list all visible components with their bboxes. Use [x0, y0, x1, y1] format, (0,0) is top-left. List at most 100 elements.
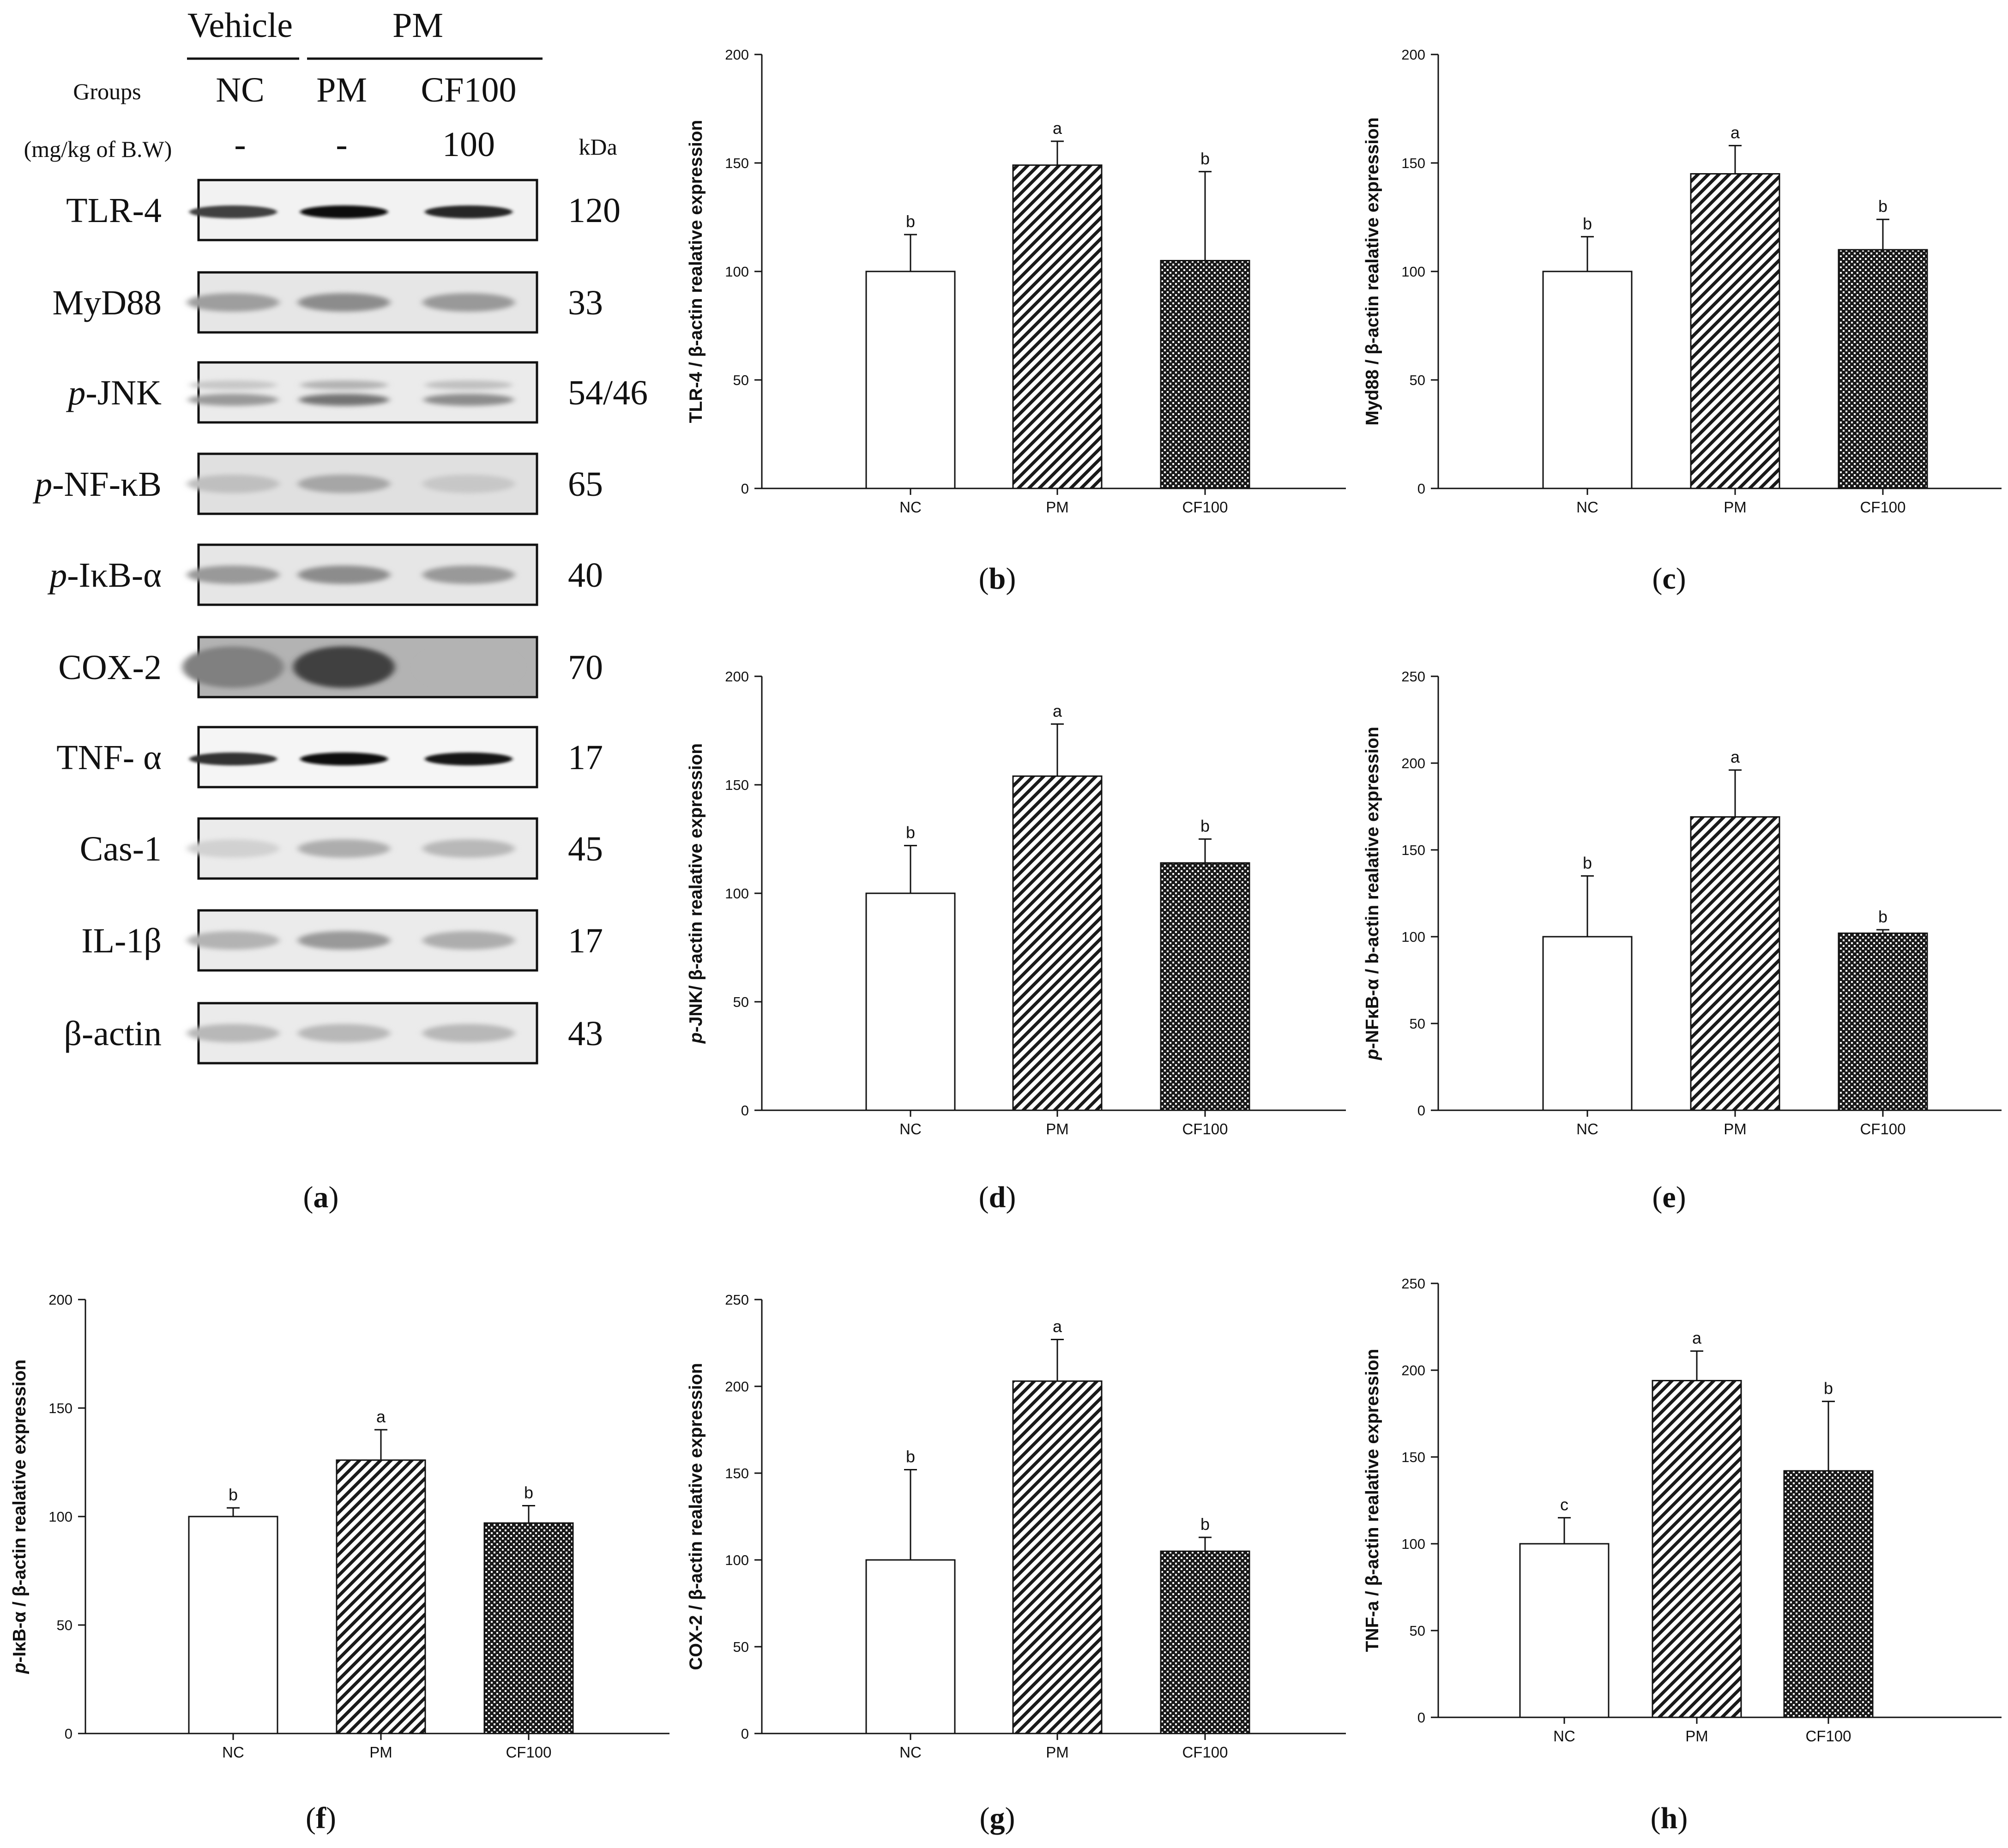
panel-label-e-letter: e: [1662, 1180, 1676, 1214]
lane-name-nc: NC: [216, 71, 265, 109]
y-tick-label: 150: [1401, 155, 1425, 171]
blot-band: [298, 1024, 390, 1042]
y-tick-label: 150: [1401, 1449, 1425, 1465]
blot-band-lower: [188, 394, 278, 406]
x-category-label-cf100: CF100: [1182, 499, 1228, 516]
protein-label-name: COX-2: [58, 648, 162, 687]
bar-nc: [865, 892, 956, 1111]
y-tick-label: 50: [733, 994, 749, 1010]
bar-pm: [1690, 173, 1780, 489]
x-category-label-nc: NC: [899, 499, 922, 516]
blot-row-tlr-4: TLR-4 120: [66, 179, 621, 241]
protein-label: p-JNK: [66, 373, 162, 412]
significance-letter-pm: a: [1053, 701, 1062, 720]
y-axis-title-prefix: p: [686, 1032, 706, 1044]
y-tick-label: 0: [741, 1102, 749, 1119]
y-tick-label: 150: [725, 155, 749, 171]
kda-value: 17: [568, 738, 603, 777]
lane-name-pm: PM: [316, 71, 367, 109]
y-tick-label: 200: [725, 1378, 749, 1395]
x-category-label-nc: NC: [1576, 499, 1598, 516]
blot-band: [418, 646, 519, 688]
y-axis-title-prefix: p: [1363, 1049, 1382, 1060]
y-tick-label: 100: [1401, 929, 1425, 945]
significance-letter-pm: a: [1692, 1329, 1702, 1348]
significance-letter-nc: b: [906, 1447, 915, 1466]
y-tick-label: 100: [1401, 1536, 1425, 1552]
protein-label: p-IκB-α: [47, 556, 162, 595]
bar-nc: [1542, 936, 1633, 1111]
kda-value: 65: [568, 465, 603, 504]
y-tick-label: 200: [725, 668, 749, 685]
bar-nc: [865, 271, 956, 489]
y-axis-title-text: -IκB-α / β-actin realative expression: [10, 1360, 30, 1663]
significance-letter-pm: a: [1731, 747, 1740, 766]
pm-header: PM: [392, 6, 443, 45]
y-tick-label: 0: [741, 481, 749, 497]
lane-name-cf100: CF100: [421, 71, 517, 109]
significance-letter-cf100: b: [1878, 197, 1887, 216]
lane-dose-nc: -: [234, 125, 246, 164]
blot-row-p-nf-b: p-NF-κB 65: [32, 452, 603, 515]
y-tick-label: 100: [725, 264, 749, 280]
bar-cf100: [1838, 932, 1928, 1111]
x-category-label-cf100: CF100: [1182, 1120, 1228, 1138]
y-axis-title: Myd88 / β-actin realative expression: [1363, 117, 1382, 426]
y-tick-label: 150: [725, 1465, 749, 1481]
panel-label-c: (c): [1652, 562, 1686, 596]
protein-label-name: TNF- α: [56, 738, 162, 777]
y-tick-label: 50: [1410, 1016, 1425, 1032]
protein-label-name: TLR-4: [66, 191, 162, 230]
x-category-label-pm: PM: [1046, 1744, 1069, 1761]
bar-pm: [1012, 1380, 1103, 1734]
blot-band: [298, 839, 390, 858]
x-category-label-nc: NC: [1553, 1728, 1575, 1745]
protein-label: Cas-1: [80, 830, 162, 868]
protein-label-name: IL-1β: [81, 921, 162, 960]
x-category-label-nc: NC: [222, 1744, 244, 1761]
blot-band: [425, 205, 513, 218]
bar-pm: [1012, 775, 1103, 1111]
significance-letter-pm: a: [376, 1407, 386, 1426]
blot-band-upper: [300, 380, 388, 390]
bar-nc: [1542, 271, 1633, 489]
y-tick-label: 0: [741, 1726, 749, 1742]
significance-letter-pm: a: [1731, 123, 1740, 142]
protein-label-name: β-actin: [64, 1014, 162, 1053]
y-tick-label: 200: [1401, 755, 1425, 771]
significance-letter-cf100: b: [1200, 817, 1210, 836]
x-category-label-cf100: CF100: [1805, 1728, 1851, 1745]
significance-letter-pm: a: [1053, 119, 1062, 138]
significance-letter-nc: b: [906, 823, 915, 842]
chart-panel-g: 0 50 100 150 200 250 COX-2 / β-actin realative…: [686, 1292, 1346, 1761]
x-category-label-cf100: CF100: [506, 1744, 551, 1761]
x-category-label-pm: PM: [1685, 1728, 1708, 1745]
blot-band: [187, 293, 279, 312]
kda-value: 70: [568, 648, 603, 687]
y-tick-label: 100: [1401, 264, 1425, 280]
bar-pm: [336, 1459, 426, 1734]
blot-band-upper: [425, 380, 513, 390]
y-tick-label: 100: [725, 885, 749, 902]
panel-label-d-letter: d: [989, 1180, 1006, 1214]
kda-value: 45: [568, 830, 603, 868]
lane-dose-cf100: 100: [442, 125, 495, 164]
significance-letter-nc: b: [229, 1485, 238, 1504]
significance-letter-cf100: b: [1824, 1379, 1833, 1398]
protein-label: β-actin: [64, 1014, 162, 1053]
x-category-label-pm: PM: [1724, 1120, 1747, 1138]
protein-label: MyD88: [53, 283, 162, 322]
panel-label-h-letter: h: [1661, 1801, 1678, 1835]
y-tick-label: 150: [48, 1400, 72, 1416]
protein-label-name: -NF-κB: [52, 465, 162, 504]
blot-band: [298, 475, 390, 493]
blot-row-p-i-b: p-IκB-α 40: [47, 543, 603, 606]
protein-label-name: -IκB-α: [67, 556, 162, 595]
y-axis-title: COX-2 / β-actin realative expression: [686, 1363, 706, 1670]
chart-panel-f: 0 50 100 150 200 p-IκB-α / β-actin realative …: [10, 1292, 669, 1761]
lane-headers: NC - PM - CF100 100: [216, 71, 516, 164]
significance-letter-nc: c: [1560, 1495, 1568, 1514]
y-tick-label: 250: [1401, 1276, 1425, 1292]
y-axis-title: TNF-a / β-actin realative expression: [1363, 1349, 1382, 1652]
